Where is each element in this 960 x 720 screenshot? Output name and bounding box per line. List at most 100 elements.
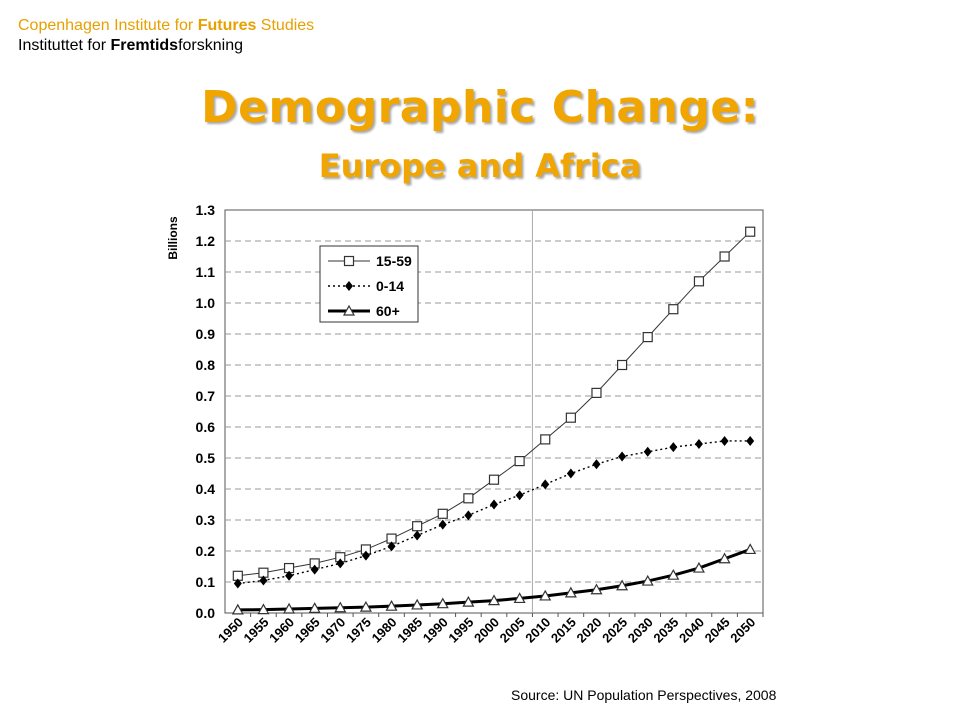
data-point-15-59 [514, 456, 525, 467]
legend-swatch-marker [345, 281, 353, 291]
data-point-60+ [359, 600, 372, 612]
data-point-15-59 [616, 359, 628, 371]
legend-label: 60+ [376, 303, 400, 319]
data-point-0-14 [694, 439, 703, 450]
data-point-0-14 [643, 446, 652, 457]
data-point-60+ [257, 603, 270, 615]
data-point-15-59 [642, 332, 653, 343]
y-tick-label: 0.5 [196, 450, 216, 466]
data-point-0-14 [746, 435, 755, 446]
data-point-15-59 [540, 434, 551, 445]
data-point-15-59 [668, 304, 679, 315]
x-tick-label: 2010 [522, 615, 553, 646]
legend-label: 15-59 [376, 253, 412, 269]
y-tick-label: 1.3 [196, 202, 216, 218]
page-title: Demographic Change: [201, 82, 759, 133]
data-point-0-14 [490, 499, 498, 510]
y-tick-label: 0.7 [196, 388, 216, 404]
data-point-15-59 [463, 493, 474, 504]
y-tick-label: 0.9 [196, 326, 216, 342]
data-point-0-14 [618, 451, 627, 462]
data-point-60+ [539, 589, 552, 601]
x-tick-label: 1995 [445, 615, 476, 646]
data-point-15-59 [591, 387, 602, 398]
data-point-60+ [641, 574, 654, 586]
data-point-0-14 [515, 490, 524, 501]
data-point-0-14 [720, 435, 729, 446]
org-name-english: Copenhagen Institute for Futures Studies [18, 17, 315, 34]
data-point-60+ [283, 602, 296, 614]
x-tick-label: 2050 [727, 615, 758, 646]
data-point-0-14 [438, 519, 447, 530]
data-point-0-14 [669, 442, 678, 453]
data-point-0-14 [413, 530, 422, 541]
x-tick-label: 2005 [497, 615, 528, 646]
data-point-0-14 [566, 468, 575, 479]
data-point-60+ [231, 603, 244, 615]
data-point-60+ [564, 586, 577, 598]
x-tick-label: 2035 [650, 615, 681, 646]
data-point-0-14 [233, 578, 242, 589]
legend-box [319, 245, 419, 323]
x-tick-label: 2030 [625, 615, 656, 646]
data-point-60+ [667, 568, 680, 580]
data-point-60+ [616, 579, 629, 591]
x-tick-label: 1970 [317, 615, 348, 646]
data-point-15-59 [437, 508, 448, 519]
data-point-0-14 [310, 564, 319, 575]
data-point-0-14 [361, 550, 370, 561]
data-point-15-59 [745, 226, 756, 237]
y-tick-label: 0.3 [196, 512, 216, 528]
x-tick-label: 2015 [548, 615, 579, 646]
y-tick-label: 0.2 [196, 543, 216, 559]
data-point-15-59 [412, 521, 423, 532]
data-point-0-14 [592, 459, 601, 470]
legend-swatch-marker [342, 304, 356, 316]
series-line-0-14 [237, 440, 751, 585]
data-point-60+ [513, 592, 526, 604]
x-tick-label: 1965 [292, 615, 323, 646]
data-point-60+ [718, 552, 731, 564]
data-point-15-59 [719, 251, 730, 262]
legend-label: 0-14 [376, 278, 404, 294]
data-point-0-14 [387, 541, 396, 552]
data-point-60+ [744, 543, 757, 555]
plot-area [224, 209, 764, 614]
x-tick-label: 1950 [215, 615, 246, 646]
page-subtitle: Europe and Africa [318, 147, 642, 185]
x-tick-label: 1990 [420, 615, 451, 646]
data-point-0-14 [285, 570, 294, 581]
y-axis-label: Billions [166, 216, 180, 260]
data-point-60+ [692, 561, 705, 573]
data-point-60+ [334, 601, 347, 613]
data-point-60+ [308, 602, 321, 613]
data-point-60+ [487, 594, 501, 606]
x-tick-label: 1955 [240, 615, 271, 646]
y-tick-label: 1.0 [196, 295, 216, 311]
data-point-0-14 [541, 479, 550, 490]
x-tick-label: 1985 [394, 615, 425, 646]
x-tick-label: 1975 [343, 615, 374, 646]
x-tick-label: 2040 [676, 615, 707, 646]
y-tick-label: 0.4 [196, 481, 216, 497]
data-point-60+ [436, 597, 449, 609]
source-note: Source: UN Population Perspectives, 2008 [511, 687, 777, 703]
x-tick-label: 2025 [599, 615, 630, 646]
x-tick-label: 1980 [369, 615, 400, 646]
org-name-danish: Instituttet for Fremtidsforskning [18, 37, 243, 54]
legend-swatch-marker [343, 255, 355, 267]
data-point-15-59 [488, 474, 500, 485]
x-tick-label: 2020 [574, 615, 605, 646]
data-point-15-59 [693, 276, 705, 287]
y-tick-label: 1.1 [196, 264, 216, 280]
y-tick-label: 0.6 [196, 419, 216, 435]
data-point-0-14 [259, 575, 268, 586]
data-point-60+ [385, 599, 398, 611]
y-tick-label: 0.1 [196, 574, 216, 590]
x-tick-label: 1960 [266, 615, 297, 646]
y-tick-label: 0.8 [196, 357, 216, 373]
data-point-0-14 [336, 558, 345, 569]
data-point-15-59 [565, 412, 576, 423]
data-point-60+ [590, 583, 603, 595]
